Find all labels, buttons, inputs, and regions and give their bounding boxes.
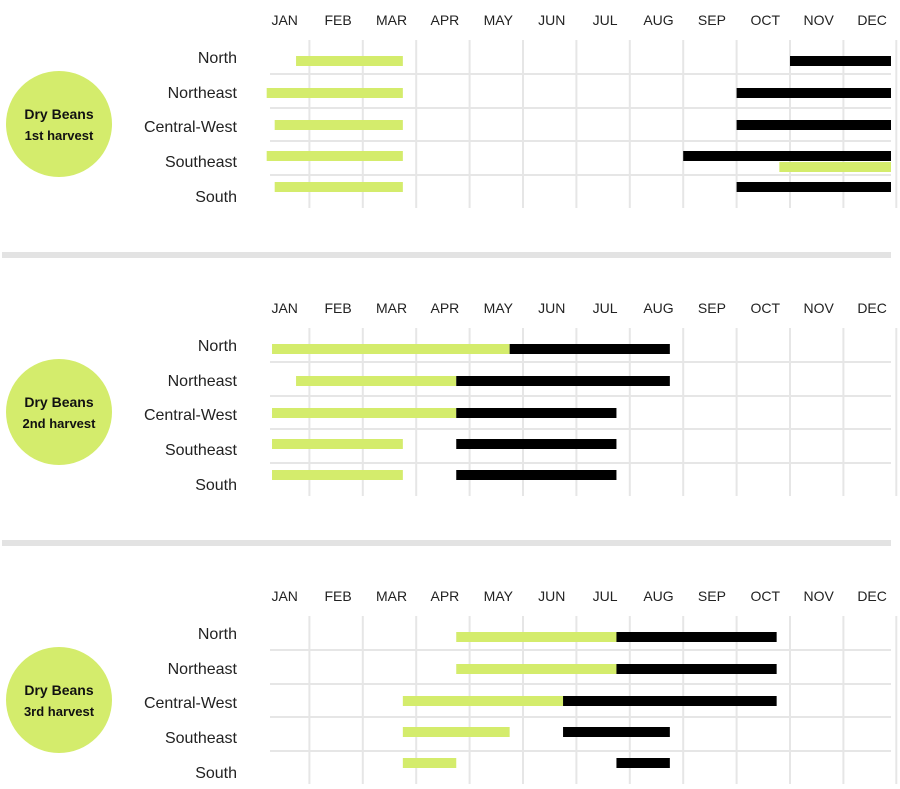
harvest-bar	[456, 376, 670, 386]
harvest-bar	[456, 470, 617, 480]
crop-badge	[6, 647, 112, 753]
harvest-bar	[456, 439, 617, 449]
harvest-bar	[616, 664, 777, 674]
panel-1: JAN FEB MAR APR MAY JUN JUL AUG SEP OCT NOV DEC Nort…	[6, 12, 898, 208]
month-tick-label: FEB	[324, 588, 351, 604]
month-tick-label: NOV	[804, 12, 835, 28]
month-tick-label: JUN	[538, 300, 565, 316]
panel-2: JAN FEB MAR APR MAY JUN JUL AUG SEP OCT NOV DEC Nort…	[6, 300, 898, 496]
region-label: Northeast	[168, 85, 238, 102]
region-label: Central-West	[144, 119, 238, 136]
month-tick-label: JUN	[538, 12, 565, 28]
panel-separator	[2, 540, 891, 546]
region-label: Central-West	[144, 695, 238, 712]
harvest-bar	[616, 758, 670, 768]
month-tick-label: MAY	[484, 300, 514, 316]
month-tick-label: AUG	[643, 12, 673, 28]
month-tick-label: OCT	[751, 12, 781, 28]
month-tick-label: NOV	[804, 300, 835, 316]
month-tick-label: AUG	[643, 588, 673, 604]
month-tick-label: AUG	[643, 300, 673, 316]
planting-bar	[402, 696, 564, 706]
planting-bar	[266, 88, 403, 98]
harvest-subtitle: 2nd harvest	[23, 416, 97, 431]
harvest-bar	[509, 344, 670, 354]
planting-bar	[272, 470, 403, 480]
crop-title: Dry Beans	[24, 106, 93, 122]
planting-bar	[272, 408, 457, 418]
month-tick-label: SEP	[698, 588, 726, 604]
month-tick-label: APR	[431, 588, 460, 604]
harvest-subtitle: 3rd harvest	[24, 704, 95, 719]
crop-badge	[6, 71, 112, 177]
month-tick-label: MAY	[484, 12, 514, 28]
month-tick-label: JUN	[538, 588, 565, 604]
region-label: Northeast	[168, 373, 238, 390]
planting-bar	[402, 758, 457, 768]
harvest-bar	[456, 408, 617, 418]
month-tick-label: DEC	[857, 12, 887, 28]
harvest-bar	[616, 632, 777, 642]
planting-bar	[296, 376, 457, 386]
crop-title: Dry Beans	[24, 682, 93, 698]
region-label: North	[198, 50, 237, 67]
harvest-bar	[736, 120, 891, 130]
month-tick-label: SEP	[698, 300, 726, 316]
month-tick-label: JAN	[271, 588, 297, 604]
month-tick-label: NOV	[804, 588, 835, 604]
crop-title: Dry Beans	[24, 394, 93, 410]
month-tick-label: APR	[431, 300, 460, 316]
harvest-bar	[563, 727, 670, 737]
month-tick-label: OCT	[751, 300, 781, 316]
month-tick-label: DEC	[857, 300, 887, 316]
harvest-bar	[683, 151, 891, 161]
month-tick-label: MAR	[376, 588, 407, 604]
month-tick-label: FEB	[324, 300, 351, 316]
region-label: Southeast	[165, 442, 238, 459]
month-tick-label: JUL	[593, 12, 618, 28]
month-tick-label: JAN	[271, 12, 297, 28]
harvest-bar	[736, 88, 891, 98]
harvest-bar	[563, 696, 777, 706]
planting-bar	[402, 727, 510, 737]
month-tick-label: MAR	[376, 300, 407, 316]
month-tick-label: OCT	[751, 588, 781, 604]
month-tick-label: FEB	[324, 12, 351, 28]
harvest-bar	[736, 182, 891, 192]
month-tick-label: MAR	[376, 12, 407, 28]
planting-bar	[272, 344, 510, 354]
planting-bar	[266, 151, 403, 161]
planting-bar	[272, 439, 403, 449]
region-label: Southeast	[165, 154, 238, 171]
harvest-bar	[790, 56, 891, 66]
planting-bar	[274, 120, 403, 130]
region-label: Central-West	[144, 407, 238, 424]
region-label: North	[198, 626, 237, 643]
month-tick-label: SEP	[698, 12, 726, 28]
region-label: South	[195, 189, 237, 206]
region-label: Northeast	[168, 661, 238, 678]
month-tick-label: JAN	[271, 300, 297, 316]
planting-bar	[296, 56, 403, 66]
region-label: South	[195, 765, 237, 782]
month-tick-label: DEC	[857, 588, 887, 604]
region-label: Southeast	[165, 730, 238, 747]
planting-bar	[779, 162, 891, 172]
month-tick-label: JUL	[593, 300, 618, 316]
crop-badge	[6, 359, 112, 465]
month-tick-label: JUL	[593, 588, 618, 604]
region-label: North	[198, 338, 237, 355]
planting-bar	[274, 182, 403, 192]
panel-3: JAN FEB MAR APR MAY JUN JUL AUG SEP OCT NOV DEC Nort…	[6, 588, 898, 784]
region-label: South	[195, 477, 237, 494]
planting-bar	[456, 632, 617, 642]
harvest-subtitle: 1st harvest	[25, 128, 94, 143]
month-tick-label: MAY	[484, 588, 514, 604]
planting-bar	[456, 664, 617, 674]
panel-separator	[2, 252, 891, 258]
month-tick-label: APR	[431, 12, 460, 28]
